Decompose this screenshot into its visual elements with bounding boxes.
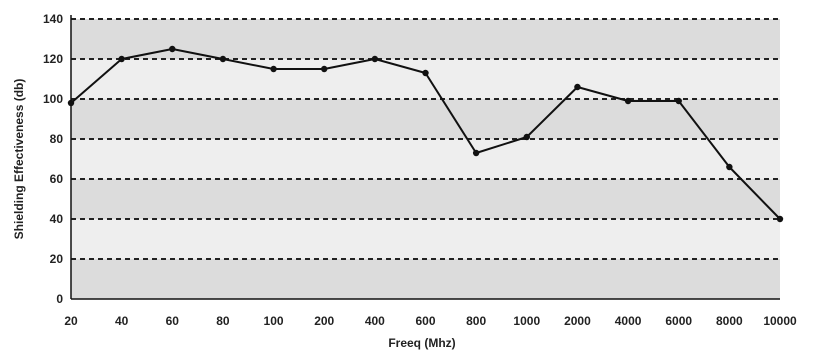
x-tick-label: 8000: [716, 314, 743, 328]
x-tick-label: 100: [264, 314, 284, 328]
y-tick-label: 120: [43, 52, 63, 66]
x-tick-label: 400: [365, 314, 385, 328]
gridlines: [71, 18, 780, 260]
background-band: [71, 99, 780, 139]
x-tick-label: 200: [314, 314, 334, 328]
x-tick-label: 40: [115, 314, 129, 328]
data-point: [270, 65, 277, 73]
data-point: [422, 69, 429, 77]
data-point: [523, 133, 530, 141]
series-group: [67, 45, 784, 223]
data-point: [776, 215, 784, 223]
data-point: [624, 97, 632, 105]
data-point: [371, 55, 379, 63]
x-tick-label: 6000: [665, 314, 692, 328]
data-point: [118, 55, 125, 63]
background-band: [71, 19, 780, 59]
y-tick-label: 140: [43, 12, 63, 26]
data-point: [67, 99, 75, 107]
x-tick-label: 2000: [564, 314, 591, 328]
data-point: [726, 163, 733, 171]
x-tick-label: 80: [216, 314, 230, 328]
x-tick-label: 60: [166, 314, 180, 328]
x-tick-label: 800: [466, 314, 486, 328]
y-axis-title: Shielding Effectiveness (db): [12, 79, 26, 240]
background-bands: [71, 19, 780, 299]
data-point: [169, 45, 176, 53]
x-tick-label: 10000: [763, 314, 797, 328]
background-band: [71, 179, 780, 219]
background-band: [71, 59, 780, 99]
background-band: [71, 259, 780, 299]
x-tick-label: 600: [415, 314, 435, 328]
data-point: [321, 65, 328, 73]
y-tick-labels: 0 20 40 60 80 100 120 140: [43, 12, 63, 306]
data-point: [574, 83, 581, 91]
x-tick-labels: 20 40 60 80 100 200 400 600 800 1000 2000 4000 6000 8…: [64, 314, 797, 328]
data-point: [472, 149, 480, 157]
y-tick-label: 80: [50, 132, 64, 146]
y-tick-label: 20: [50, 252, 64, 266]
x-tick-label: 20: [64, 314, 78, 328]
y-tick-label: 40: [50, 212, 64, 226]
axes: [70, 15, 780, 300]
background-band: [71, 219, 780, 259]
x-axis-title: Freeq (Mhz): [388, 336, 455, 350]
background-band: [71, 139, 780, 179]
y-tick-label: 60: [50, 172, 64, 186]
y-tick-label: 0: [56, 292, 63, 306]
y-tick-label: 100: [43, 92, 63, 106]
x-tick-label: 1000: [513, 314, 540, 328]
data-point: [219, 55, 227, 63]
x-tick-label: 4000: [615, 314, 642, 328]
data-point: [675, 97, 682, 105]
